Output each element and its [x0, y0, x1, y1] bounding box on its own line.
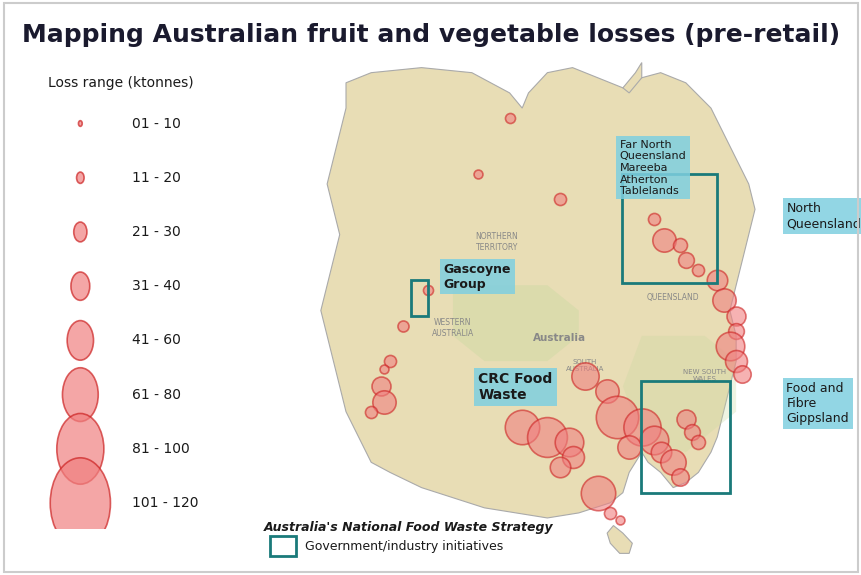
Text: WESTERN
AUSTRALIA: WESTERN AUSTRALIA — [431, 319, 474, 338]
Point — [647, 435, 660, 444]
Point — [715, 296, 729, 305]
Point — [734, 369, 748, 378]
Ellipse shape — [67, 321, 93, 360]
Text: Gascoyne
Group: Gascoyne Group — [443, 263, 511, 291]
Text: Australia: Australia — [533, 333, 585, 343]
Text: 41 - 60: 41 - 60 — [132, 334, 181, 347]
Text: 61 - 80: 61 - 80 — [132, 388, 181, 401]
Point — [382, 356, 396, 366]
Point — [565, 453, 579, 462]
Point — [599, 387, 613, 396]
Point — [647, 215, 660, 224]
Text: 31 - 40: 31 - 40 — [132, 279, 181, 293]
Point — [666, 458, 679, 467]
Text: Australia's National Food Waste Strategy: Australia's National Food Waste Strategy — [263, 520, 553, 534]
Polygon shape — [453, 285, 579, 361]
Point — [672, 473, 685, 482]
Point — [656, 235, 670, 244]
Text: 81 - 100: 81 - 100 — [132, 442, 189, 456]
Point — [609, 412, 623, 421]
Text: North
Queensland: North Queensland — [785, 202, 860, 230]
Point — [722, 342, 736, 351]
Text: Loss range (ktonnes): Loss range (ktonnes) — [48, 76, 193, 90]
Ellipse shape — [77, 172, 84, 183]
Point — [728, 311, 742, 320]
Bar — [411, 280, 427, 316]
Ellipse shape — [74, 222, 87, 242]
Bar — [270, 536, 295, 556]
Point — [634, 422, 647, 431]
Text: NEW SOUTH
WALES: NEW SOUTH WALES — [682, 369, 726, 382]
Ellipse shape — [71, 272, 90, 300]
Point — [376, 397, 390, 406]
Point — [374, 382, 387, 391]
Point — [653, 447, 666, 457]
Text: CRC Food
Waste: CRC Food Waste — [478, 372, 552, 402]
Point — [678, 415, 692, 424]
Text: NORTHERN
TERRITORY: NORTHERN TERRITORY — [475, 232, 517, 252]
Bar — [621, 174, 716, 283]
Text: 01 - 10: 01 - 10 — [132, 117, 181, 131]
Point — [540, 432, 554, 442]
Point — [420, 286, 434, 295]
Point — [553, 463, 567, 472]
Polygon shape — [623, 336, 735, 452]
Text: 21 - 30: 21 - 30 — [132, 225, 181, 239]
Point — [590, 488, 604, 497]
Point — [709, 275, 723, 285]
Point — [603, 508, 616, 518]
Polygon shape — [623, 63, 641, 93]
Text: Far North
Queensland
Mareeba
Atherton
Tablelands: Far North Queensland Mareeba Atherton Ta… — [619, 140, 685, 196]
Point — [562, 438, 576, 447]
Point — [684, 427, 698, 436]
Ellipse shape — [50, 458, 110, 549]
Point — [578, 371, 592, 381]
Ellipse shape — [57, 413, 103, 484]
Point — [376, 364, 390, 373]
Text: 101 - 120: 101 - 120 — [132, 496, 198, 510]
Text: Mapping Australian fruit and vegetable losses (pre-retail): Mapping Australian fruit and vegetable l… — [22, 23, 839, 47]
Point — [728, 356, 742, 366]
Text: QUEENSLAND: QUEENSLAND — [646, 293, 699, 302]
Ellipse shape — [78, 121, 82, 126]
Point — [502, 114, 516, 123]
Text: 11 - 20: 11 - 20 — [132, 171, 181, 185]
Polygon shape — [606, 526, 632, 553]
Polygon shape — [320, 68, 754, 518]
Point — [395, 321, 409, 330]
Point — [471, 169, 485, 178]
Ellipse shape — [62, 368, 98, 421]
Point — [622, 443, 635, 452]
Text: Food and
Fibre
Gippsland: Food and Fibre Gippsland — [785, 382, 848, 425]
Point — [691, 266, 704, 275]
Point — [678, 255, 692, 264]
Point — [515, 422, 529, 431]
Point — [691, 438, 704, 447]
Text: SOUTH
AUSTRALIA: SOUTH AUSTRALIA — [566, 359, 604, 372]
Point — [364, 407, 378, 416]
Point — [612, 516, 626, 525]
Point — [672, 240, 685, 250]
Point — [728, 326, 742, 335]
Bar — [640, 381, 729, 493]
Point — [553, 194, 567, 204]
Text: Government/industry initiatives: Government/industry initiatives — [305, 540, 503, 553]
